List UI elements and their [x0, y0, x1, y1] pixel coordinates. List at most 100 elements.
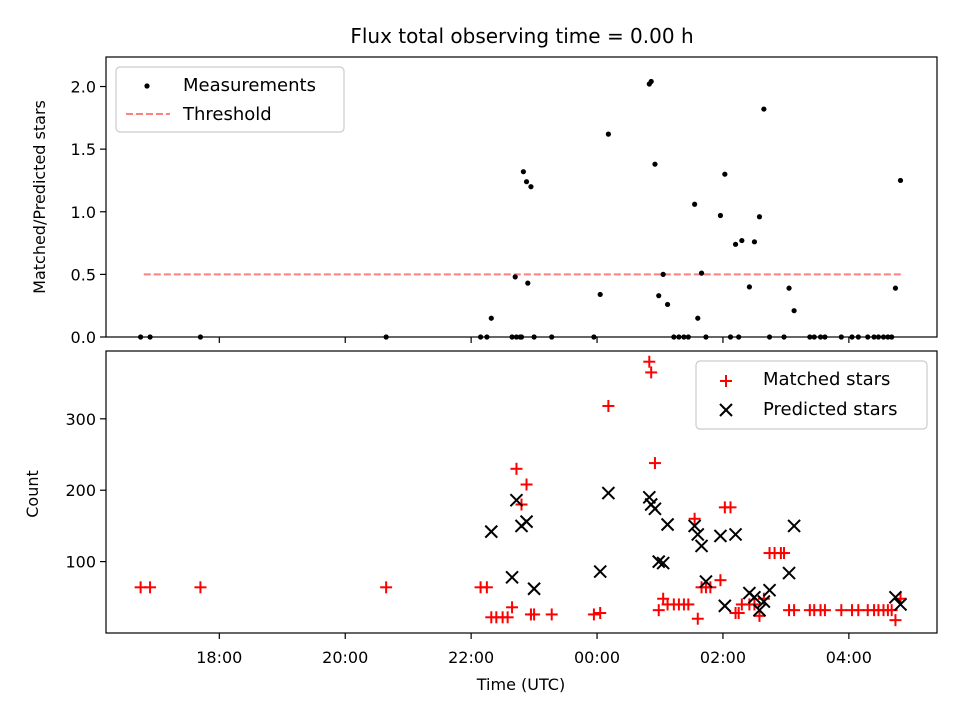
measurement-point [525, 280, 531, 286]
count-y-tick-label: 200 [65, 481, 96, 500]
matched-star-point [528, 608, 541, 621]
matched-star-point [682, 598, 695, 611]
matched-star-point [688, 512, 701, 525]
ratio-y-tick-label: 2.0 [71, 78, 96, 97]
measurement-point [520, 169, 526, 175]
ratio-panel: 0.00.51.01.52.0 Matched/Predicted stars … [30, 56, 938, 347]
predicted-star-point [713, 529, 728, 543]
predicted-star-point [656, 556, 670, 570]
predicted-legend-marker [719, 403, 733, 417]
matched-star-point [835, 604, 848, 617]
predicted-star-point [509, 493, 524, 507]
measurement-point [528, 184, 534, 190]
predicted-star-point [691, 527, 705, 542]
count-plot-marks [134, 355, 908, 627]
matched-star-point [380, 581, 393, 594]
measurement-point [791, 308, 797, 314]
predicted-star-point [505, 570, 519, 585]
matched-star-point [643, 355, 656, 368]
matched-legend-label: Matched stars [763, 369, 890, 390]
measurement-point [739, 237, 745, 244]
count-legend: Matched stars Predicted stars [695, 360, 928, 430]
predicted-star-point [762, 583, 777, 597]
count-y-axis: 100 200 300 [65, 410, 106, 572]
matched-star-point [788, 604, 801, 617]
matched-legend-marker [720, 375, 732, 387]
matched-star-point [506, 601, 519, 614]
measurement-point [732, 241, 739, 247]
predicted-star-point [888, 590, 903, 605]
ratio-y-tick-label: 1.0 [71, 203, 96, 222]
measurement-point [717, 212, 724, 219]
measurement-point [664, 301, 671, 308]
matched-star-point [732, 607, 745, 620]
matched-star-point [724, 501, 737, 514]
matched-star-point [194, 581, 207, 594]
chart-title: Flux total observing time = 0.00 h [350, 24, 693, 48]
matched-star-point [501, 611, 514, 624]
predicted-star-point [593, 564, 607, 579]
threshold-legend-label: Threshold [182, 104, 272, 125]
predicted-star-point [752, 603, 767, 617]
measurement-point [756, 214, 763, 220]
matched-star-point [778, 547, 791, 560]
ratio-plot-marks [138, 78, 904, 340]
measurements-legend-marker [144, 83, 150, 89]
count-x-tick-label: 22:00 [448, 648, 494, 667]
measurement-point [656, 293, 662, 299]
predicted-star-point [687, 519, 702, 533]
predicted-legend-label: Predicted stars [763, 399, 897, 420]
predicted-star-point [787, 519, 801, 533]
matched-star-point [587, 608, 600, 621]
measurement-point [660, 271, 666, 277]
measurement-point [597, 291, 603, 298]
measurement-point [761, 106, 767, 112]
measurement-point [698, 270, 705, 276]
matched-star-point [602, 399, 615, 412]
measurement-point [751, 239, 758, 245]
matched-star-point [648, 457, 661, 470]
ratio-y-axis-label: Matched/Predicted stars [30, 100, 49, 294]
matched-star-point [545, 608, 558, 621]
predicted-star-point [718, 599, 732, 613]
predicted-star-point [652, 554, 666, 569]
measurements-legend-label: Measurements [183, 75, 316, 96]
ratio-y-tick-label: 0.5 [71, 265, 96, 284]
count-y-axis-label: Count [23, 470, 42, 518]
matched-star-point [889, 614, 902, 627]
measurement-point [892, 285, 899, 291]
matched-star-point [520, 478, 533, 491]
measurement-point [605, 131, 611, 137]
predicted-star-point [648, 502, 662, 516]
predicted-star-point [782, 566, 796, 580]
count-x-tick-label: 04:00 [826, 648, 872, 667]
measurement-point [722, 171, 728, 177]
matched-star-point [144, 581, 157, 594]
matched-star-point [753, 609, 766, 622]
predicted-star-point [747, 590, 762, 605]
measurement-point [746, 284, 752, 290]
measurement-point [786, 285, 792, 291]
predicted-star-point [601, 486, 616, 500]
count-y-tick-label: 100 [65, 553, 96, 572]
matched-star-point [691, 612, 704, 625]
measurement-point [512, 274, 518, 280]
measurement-point [692, 201, 698, 207]
predicted-star-point [694, 539, 709, 553]
ratio-y-tick-label: 0.0 [71, 328, 96, 347]
count-y-tick-label: 300 [65, 410, 96, 429]
matched-star-point [714, 574, 727, 587]
count-x-tick-label: 18:00 [196, 648, 242, 667]
count-x-axis: 18:00 20:00 22:00 00:00 02:00 04:00 [196, 633, 872, 667]
measurement-point [695, 315, 701, 321]
predicted-star-point [484, 524, 498, 539]
ratio-y-axis: 0.0 0.5 1.0 1.5 2.0 [71, 78, 106, 347]
count-plot-frame [105, 350, 938, 634]
predicted-star-point [660, 517, 675, 532]
count-x-tick-label: 00:00 [574, 648, 620, 667]
count-panel: 100 200 300 18:00 20:00 22:00 00:00 02:00 04:00… [23, 350, 938, 694]
ratio-plot-frame [105, 56, 938, 338]
ratio-y-tick-label: 1.5 [71, 140, 96, 159]
matched-star-point [645, 366, 658, 379]
measurement-point [897, 177, 904, 184]
